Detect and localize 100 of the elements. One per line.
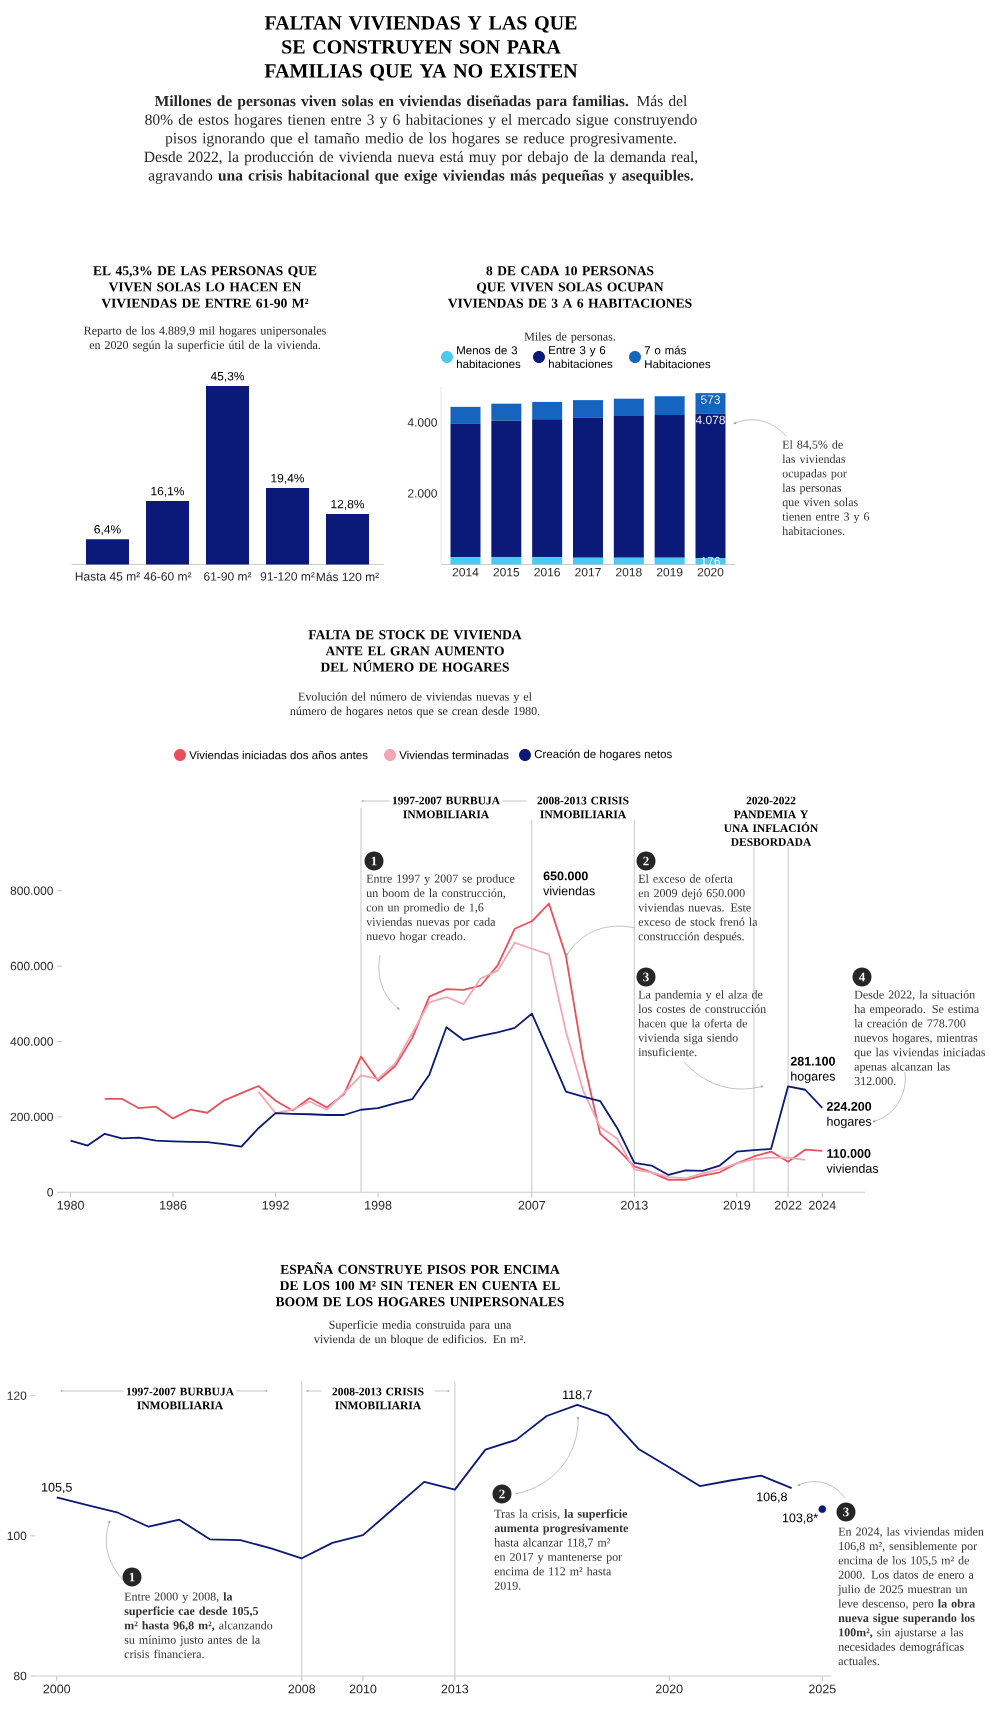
x-tick-label: 2024 [809, 1200, 836, 1210]
annotation: 1 [129, 1572, 135, 1582]
bar [86, 539, 129, 565]
bar [450, 406, 481, 424]
bar [532, 557, 563, 565]
y-tick-label: 600.000 [10, 961, 53, 971]
data-label: 573 [700, 395, 720, 404]
y-tick-label: 2.000 [408, 489, 437, 498]
bar [491, 420, 522, 557]
chart-subtitle: Superficie media construida para una vivienda de un bloque de edificios. En m². [313, 1320, 526, 1346]
y-tick-label: 80 [13, 1671, 27, 1681]
annotation: 3 [643, 972, 649, 982]
chart-title: ESPAÑA CONSTRUYE PISOS POR ENCIMA DE LOS 100 M² SIN TENER EN CUENTA EL BOOM DE LOS HOGARES UNIPERSONALES [275, 1262, 564, 1307]
bar [654, 415, 685, 558]
data-label: 103,8* [782, 1513, 818, 1524]
data-label: 12,8% [331, 499, 365, 510]
annotation: 1997-2007 BURBUJA INMOBILIARIA [392, 796, 500, 819]
annotation: El exceso de oferta en 2009 dejó 650.000 viviendas nuevas. Este exceso de stock frenó la construcción después. [638, 874, 758, 943]
text: Millones de personas viven solas en viviendas diseñadas para familias. Más del 80% de estos hogares tienen entre 3 y 6 habitaciones y el mercado sigue construyendo pisos ignorando que el tamaño medio de los hogares se reduce progresivamente. Desde 2022, la producción de vivienda nueva está muy por debajo de la demanda real, agravando una crisis habitacional que exige viviendas más pequeñas y asequibles. [144, 95, 698, 184]
chart-subtitle: Evolución del número de viviendas nuevas y el número de hogares netos que se crean desde 1980. [290, 692, 540, 718]
x-tick-label: 1998 [365, 1200, 392, 1210]
x-tick-label: 2000 [43, 1684, 71, 1694]
bar [573, 417, 603, 558]
y-tick-label: 0 [47, 1188, 53, 1197]
chart-subtitle: Reparto de los 4.889,9 mil hogares unipersonales en 2020 según la superficie útil de la vivienda. [84, 326, 326, 352]
x-tick-label: 61-90 m² [204, 572, 252, 581]
data-label: 16,1% [151, 486, 185, 497]
bar [613, 416, 644, 558]
y-tick-label: 100 [7, 1531, 27, 1541]
y-tick-label: 400.000 [10, 1037, 53, 1046]
bar [695, 413, 726, 559]
x-tick-label: 2008 [288, 1684, 316, 1694]
legend-label: Menos de 3 habitaciones [457, 345, 521, 369]
legend-label: Entre 3 y 6 habitaciones [549, 346, 613, 368]
annotation: Entre 2000 y 2008, la superficie cae desde 105,5 m² hasta 96,8 m², alcanzando su mínimo justo antes de la crisis financiera. [124, 1592, 273, 1659]
legend-label: 7 o más Habitaciones [644, 345, 711, 369]
x-tick-label: 2010 [349, 1684, 377, 1694]
x-tick-label: 2016 [534, 567, 560, 577]
annotation: 2020-2022 PANDEMIA Y UNA INFLACIÓN DESBORDADA [724, 796, 819, 846]
annotation: 2 [499, 1489, 505, 1499]
legend-label: Creación de hogares netos [534, 749, 672, 761]
bar [695, 393, 726, 414]
bar [532, 419, 563, 558]
x-tick-label: 91-120 m² [260, 572, 315, 581]
bar [491, 556, 522, 565]
bar [532, 401, 563, 420]
bar [573, 400, 603, 418]
x-tick-label: 2020 [655, 1684, 683, 1694]
x-tick-label: 2007 [518, 1200, 546, 1210]
text: El 84,5% de las viviendas ocupadas por las personas que viven solas tienen entre 3 y 6 habitaciones. [782, 440, 870, 536]
data-label: 45,3% [210, 371, 245, 382]
data-label: 6,4% [94, 525, 121, 535]
text: 3 [843, 1507, 849, 1517]
annotation: 1997-2007 BURBUJA INMOBILIARIA [126, 1387, 234, 1410]
y-tick-label: 200.000 [10, 1112, 53, 1122]
chart-title: 8 DE CADA 10 PERSONAS QUE VIVEN SOLAS OCUPAN VIVIENDAS DE 3 A 6 HABITACIONES [448, 266, 692, 308]
annotation: 281.100 hogares [790, 1056, 836, 1084]
annotation: La pandemia y el alza de los costes de construcción hacen que la oferta de vivienda siga siendo insuficiente. [638, 990, 766, 1057]
x-tick-label: 2019 [723, 1200, 751, 1210]
x-tick-label: 46-60 m² [143, 572, 192, 581]
data-label: 4.078 [695, 415, 725, 425]
x-tick-label: 2013 [621, 1200, 648, 1210]
annotation: 650.000 viviendas [543, 871, 595, 896]
bar [266, 488, 309, 565]
annotation: 224.200 hogares [826, 1101, 872, 1129]
x-tick-label: 2017 [575, 567, 601, 577]
bar [206, 386, 249, 565]
x-tick-label: 2025 [809, 1684, 836, 1694]
x-tick-label: 1980 [57, 1200, 84, 1210]
annotation: Entre 1997 y 2007 se produce un boom de la construcción, con un promedio de 1,6 viviendas nuevas por cada nuevo hogar creado. [366, 874, 515, 943]
x-tick-label: 1992 [262, 1200, 289, 1210]
annotation: 2008-2013 CRISIS INMOBILIARIA [537, 796, 629, 819]
chart-title: EL 45,3% DE LAS PERSONAS QUE VIVEN SOLAS LO HACEN EN VIVIENDAS DE ENTRE 61-90 M² [93, 266, 317, 308]
text: FALTAN VIVIENDAS Y LAS QUE SE CONSTRUYEN SON PARA FAMILIAS QUE YA NO EXISTEN [264, 16, 578, 81]
x-tick-label: 1986 [160, 1200, 187, 1210]
x-tick-label: 2015 [493, 567, 520, 577]
annotation: 2 [643, 856, 649, 866]
x-tick-label: 2019 [656, 567, 683, 577]
bar [613, 398, 644, 417]
chart-title: FALTA DE STOCK DE VIVIENDA ANTE EL GRAN AUMENTO DEL NÚMERO DE HOGARES [308, 630, 522, 672]
annotation: Desde 2022, la situación ha empeorado. Se estima la creación de 778.700 nuevos hogares, mientras que las viviendas iniciadas apenas alcanzan las 312.000. [854, 990, 986, 1086]
bar [146, 501, 189, 565]
y-tick-label: 120 [7, 1391, 27, 1400]
x-tick-label: Hasta 45 m² [75, 572, 140, 581]
bar [450, 423, 481, 558]
x-tick-label: 2022 [774, 1200, 802, 1210]
bar [450, 557, 481, 565]
annotation: 110.000 viviendas [826, 1149, 879, 1173]
chart-subtitle: Miles de personas. [524, 332, 616, 344]
data-label: 105,5 [42, 1482, 72, 1494]
y-tick-label: 4.000 [407, 418, 437, 427]
legend-label: Viviendas iniciadas dos años antes [189, 750, 368, 760]
legend-label: Viviendas terminadas [399, 750, 509, 760]
data-label: 106,8 [757, 1492, 787, 1503]
x-tick-label: 2018 [616, 567, 642, 577]
data-label: 118,7 [563, 1390, 592, 1401]
x-tick-label: 2020 [697, 567, 724, 577]
x-tick-label: Más 120 m² [316, 572, 379, 582]
bar [654, 396, 685, 416]
bar [491, 403, 522, 421]
